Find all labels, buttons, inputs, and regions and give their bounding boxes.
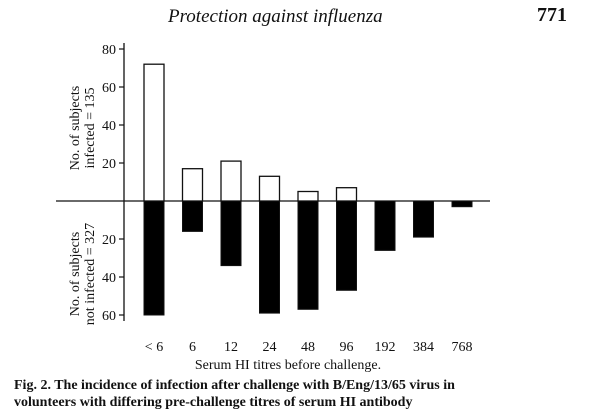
x-tick-label: 768 xyxy=(452,340,473,355)
infected-bars xyxy=(143,63,358,202)
bar-infected xyxy=(181,168,204,202)
page-number: 771 xyxy=(537,4,567,26)
y-tick-label-bottom: 20 xyxy=(102,233,116,248)
y-tick-label-top: 60 xyxy=(102,81,116,96)
bar-not-infected xyxy=(413,200,434,238)
x-tick-label: 96 xyxy=(340,340,354,355)
y-tick-label-top: 40 xyxy=(102,119,116,134)
y-tick-label-top: 80 xyxy=(102,43,116,58)
bar-infected xyxy=(220,160,242,202)
y-tick-label-top: 20 xyxy=(102,157,116,172)
caption-line-1: Fig. 2. The incidence of infection after… xyxy=(14,378,455,393)
y-axis-title-bottom-line: No. of subjects xyxy=(68,232,83,316)
bar-infected xyxy=(258,175,281,202)
bar-not-infected xyxy=(220,200,242,267)
bar-infected xyxy=(335,187,358,202)
y-axis-title-top-line: infected = 135 xyxy=(83,88,98,169)
not-infected-bars xyxy=(143,200,473,316)
x-tick-label: 192 xyxy=(375,340,396,355)
page-header-title: Protection against influenza xyxy=(168,6,383,27)
x-tick-label: 6 xyxy=(189,340,196,355)
x-tick-label: 48 xyxy=(301,340,315,355)
bar-not-infected xyxy=(336,200,357,291)
axis-ticks: 20 40 60 80 20 40 60 xyxy=(102,43,124,324)
bar-not-infected xyxy=(259,200,280,314)
x-tick-label: < 6 xyxy=(145,340,163,355)
y-axis-title-bottom-line: not infected = 327 xyxy=(83,223,98,325)
bar-not-infected xyxy=(297,200,319,310)
y-axis-title-top: No. of subjects infected = 135 xyxy=(68,86,98,170)
bar-infected xyxy=(143,63,165,202)
axis-labels: < 6 6 12 24 48 96 192 384 768 Serum HI titres bef… xyxy=(68,86,473,373)
x-tick-label: 12 xyxy=(224,340,238,355)
bar-not-infected xyxy=(182,200,203,232)
y-axis-title-bottom: No. of subjects not infected = 327 xyxy=(68,223,98,325)
caption-line-2: volunteers with differing pre-challenge … xyxy=(14,395,413,410)
figure-caption: Fig. 2. The incidence of infection after… xyxy=(14,377,594,411)
x-axis-title: Serum HI titres before challenge. xyxy=(195,358,381,373)
bar-not-infected xyxy=(143,200,165,316)
bar-not-infected xyxy=(374,200,396,251)
x-tick-label: 384 xyxy=(413,340,434,355)
bar-infected xyxy=(297,190,319,202)
y-tick-label-bottom: 40 xyxy=(102,271,116,286)
bar-not-infected xyxy=(451,200,473,208)
y-axis-title-top-line: No. of subjects xyxy=(68,86,83,170)
y-tick-label-bottom: 60 xyxy=(102,309,116,324)
x-tick-label: 24 xyxy=(263,340,277,355)
